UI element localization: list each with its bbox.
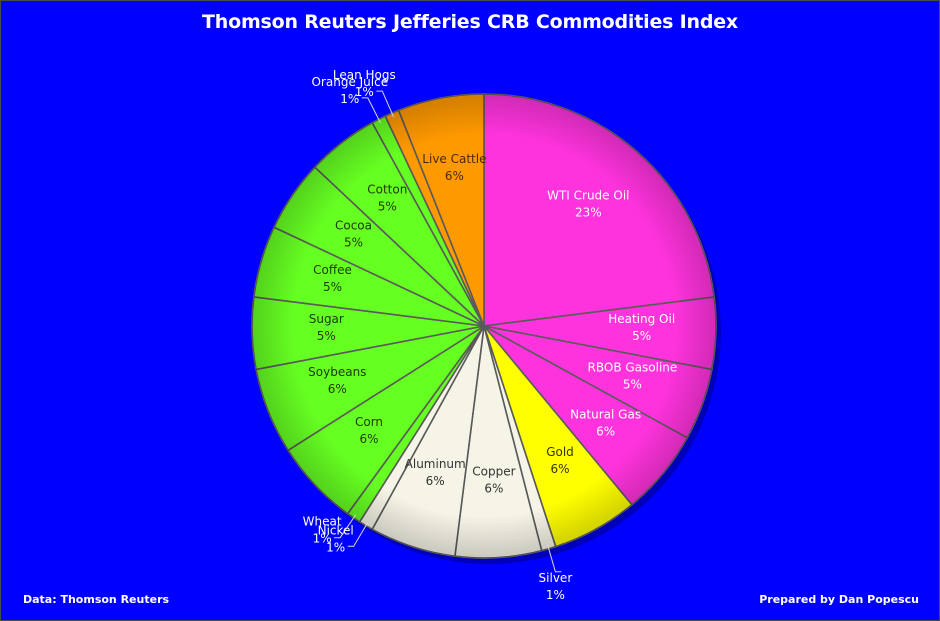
label-sugar: Sugar 5% xyxy=(309,312,344,343)
label-orange-juice: Orange Juice 1% xyxy=(311,75,388,106)
label-wti-crude-oil: WTI Crude Oil 23% xyxy=(547,189,629,220)
leader-lines xyxy=(334,90,562,573)
label-corn: Corn 6% xyxy=(355,415,383,446)
label-lean-hogs: Lean Hogs 1% xyxy=(333,68,396,99)
leader-wheat xyxy=(334,514,357,539)
label-cocoa: Cocoa 5% xyxy=(335,218,372,249)
leader-nickel xyxy=(347,521,369,547)
leader-silver xyxy=(547,544,562,573)
label-coffee: Coffee 5% xyxy=(313,263,352,294)
label-natural-gas: Natural Gas 6% xyxy=(570,408,641,439)
label-heating-oil: Heating Oil 5% xyxy=(608,312,675,343)
leader-lean-hogs xyxy=(376,90,394,117)
label-copper: Copper 6% xyxy=(472,464,515,495)
label-gold: Gold 6% xyxy=(546,445,574,476)
label-silver: Silver 1% xyxy=(539,571,573,602)
label-soybeans: Soybeans 6% xyxy=(308,365,366,396)
leader-orange-juice xyxy=(361,97,381,124)
prepared-by-note: Prepared by Dan Popescu xyxy=(759,593,919,606)
label-aluminum: Aluminum 6% xyxy=(405,457,466,488)
slice-labels: WTI Crude Oil 23% Heating Oil 5% RBOB Gasoli… xyxy=(303,68,678,602)
label-cotton: Cotton 5% xyxy=(367,182,407,213)
data-source-note: Data: Thomson Reuters xyxy=(23,593,170,606)
chart-title: Thomson Reuters Jefferies CRB Commoditie… xyxy=(202,11,738,33)
label-nickel: Nickel 1% xyxy=(318,523,354,554)
label-rbob-gasoline: RBOB Gasoline 5% xyxy=(588,360,678,391)
label-live-cattle: Live Cattle 6% xyxy=(422,152,486,183)
label-wheat: Wheat 1% xyxy=(303,515,342,546)
